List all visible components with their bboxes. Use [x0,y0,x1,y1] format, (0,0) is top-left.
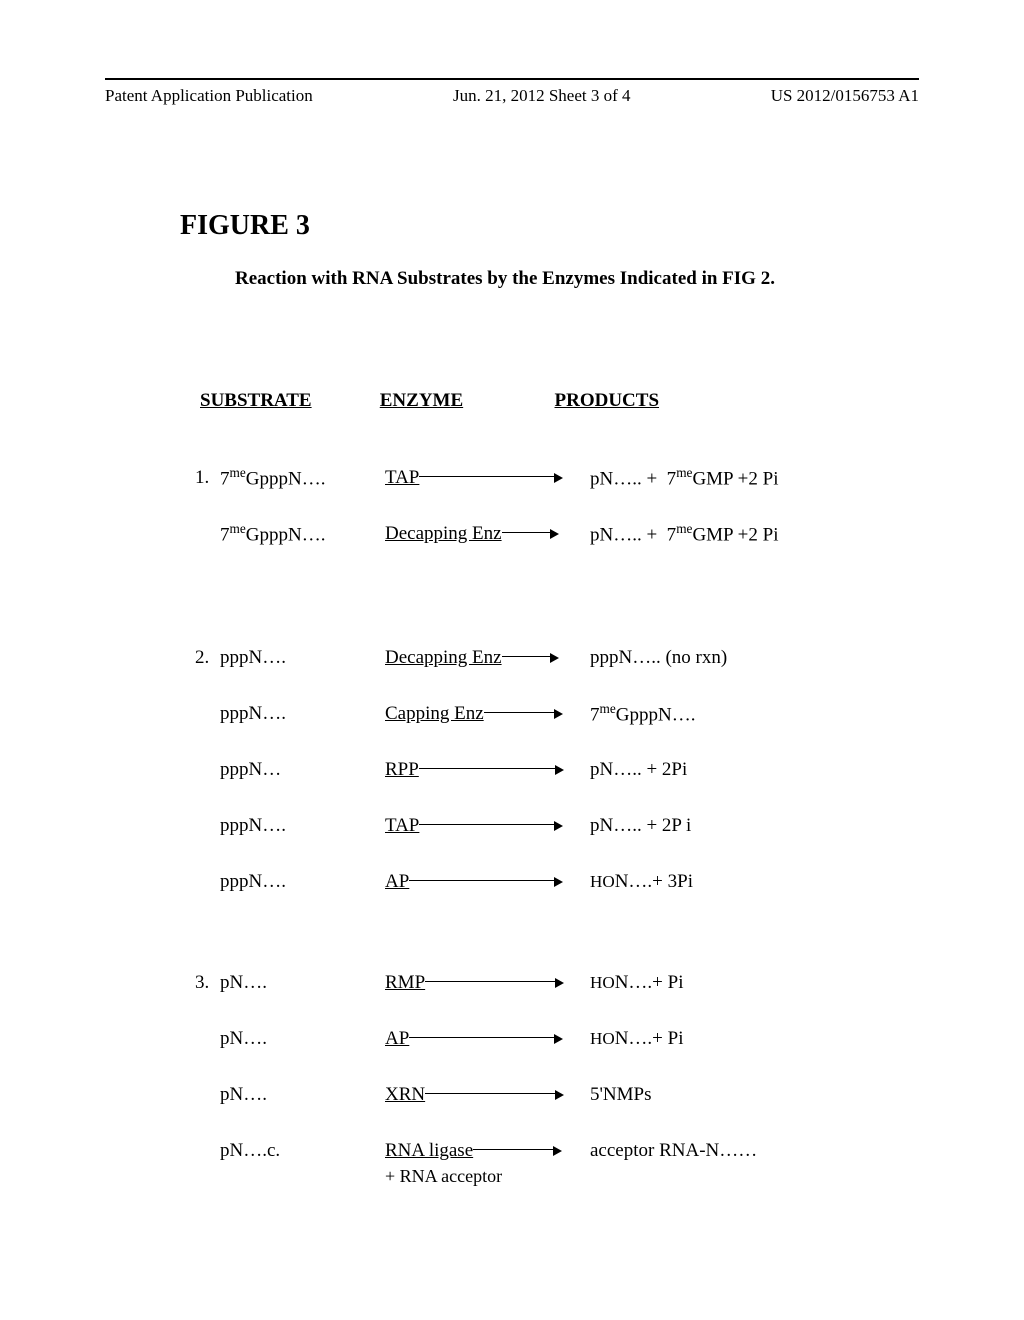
substrate: pN….c. [220,1140,385,1162]
enzyme: AP [385,871,590,893]
enzyme-label: AP [385,1028,409,1050]
arrow-head-icon [554,1034,563,1044]
reaction-group-1: 1. 7meGpppN…. TAP pN….. + 7meGMP +2 Pi 7… [195,450,778,562]
substrate: 7meGpppN…. [220,465,385,490]
header-left: Patent Application Publication [105,86,313,106]
enzyme-label: RPP [385,759,419,781]
product: HON….+ 3Pi [590,871,693,893]
product: pN….. + 2Pi [590,759,687,781]
enzyme: AP [385,1028,590,1050]
enzyme-label: TAP [385,467,419,489]
arrow-line [409,1037,554,1038]
reaction-row: pN….c. RNA ligase + RNA acceptor accepto… [195,1123,757,1179]
arrow-line [502,532,550,533]
product: 5'NMPs [590,1084,652,1106]
reaction-row: pN…. AP HON….+ Pi [195,1011,757,1067]
arrow-head-icon [555,765,564,775]
enzyme: RNA ligase + RNA acceptor [385,1140,590,1162]
arrow-head-icon [553,1146,562,1156]
arrow-head-icon [555,978,564,988]
header-center: Jun. 21, 2012 Sheet 3 of 4 [453,86,631,106]
arrow-line [409,880,554,881]
figure-title: FIGURE 3 [180,210,310,242]
substrate: pN…. [220,1084,385,1106]
reaction-row: pN…. XRN 5'NMPs [195,1067,757,1123]
arrow-line [425,1093,555,1094]
enzyme-label: AP [385,871,409,893]
column-headers: SUBSTRATE ENZYME PRODUCTS [200,390,659,412]
substrate: pppN…. [220,871,385,893]
enzyme: Capping Enz [385,703,590,725]
enzyme-label: XRN [385,1084,425,1106]
arrow-line [419,476,554,477]
header-substrate: SUBSTRATE [200,390,375,412]
arrow-line [419,768,555,769]
reaction-row: 3. pN…. RMP HON….+ Pi [195,955,757,1011]
header-right: US 2012/0156753 A1 [771,86,919,106]
row-number: 2. [195,647,220,669]
product: pppN….. (no rxn) [590,647,727,669]
reaction-row: pppN…. Capping Enz 7meGpppN…. [195,686,727,742]
enzyme-label: Decapping Enz [385,523,502,545]
arrow-head-icon [554,473,563,483]
product: acceptor RNA-N…… [590,1140,757,1162]
substrate: pppN…. [220,815,385,837]
product: HON….+ Pi [590,972,684,994]
enzyme-label: Decapping Enz [385,647,502,669]
reaction-row: pppN…. TAP pN….. + 2P i [195,798,727,854]
substrate: pppN…. [220,703,385,725]
product: 7meGpppN…. [590,701,695,726]
reaction-row: 1. 7meGpppN…. TAP pN….. + 7meGMP +2 Pi [195,450,778,506]
reaction-group-3: 3. pN…. RMP HON….+ Pi pN…. AP HON….+ Pi … [195,955,757,1179]
reaction-row: 7meGpppN…. Decapping Enz pN….. + 7meGMP … [195,506,778,562]
product: pN….. + 2P i [590,815,691,837]
substrate: pN…. [220,1028,385,1050]
arrow-line [425,981,555,982]
enzyme: RPP [385,759,590,781]
header-enzyme: ENZYME [380,390,550,412]
enzyme: RMP [385,972,590,994]
enzyme: TAP [385,815,590,837]
arrow-head-icon [554,709,563,719]
reaction-row: pppN… RPP pN….. + 2Pi [195,742,727,798]
header-products: PRODUCTS [555,390,660,412]
substrate: pN…. [220,972,385,994]
product: HON….+ Pi [590,1028,684,1050]
enzyme-label: RNA ligase [385,1140,473,1162]
enzyme: XRN [385,1084,590,1106]
row-number: 1. [195,467,220,489]
arrow-head-icon [554,877,563,887]
enzyme: TAP [385,467,590,489]
substrate: pppN…. [220,647,385,669]
substrate: pppN… [220,759,385,781]
arrow-line [473,1149,553,1150]
arrow-line [484,712,554,713]
arrow-head-icon [550,529,559,539]
enzyme: Decapping Enz [385,647,590,669]
enzyme-label: RMP [385,972,425,994]
enzyme: Decapping Enz [385,523,590,545]
product: pN….. + 7meGMP +2 Pi [590,521,778,546]
arrow-head-icon [550,653,559,663]
substrate: 7meGpppN…. [220,521,385,546]
reaction-group-2: 2. pppN…. Decapping Enz pppN….. (no rxn)… [195,630,727,910]
figure-subtitle: Reaction with RNA Substrates by the Enzy… [235,268,775,290]
arrow-line [502,656,550,657]
product: pN….. + 7meGMP +2 Pi [590,465,778,490]
reaction-row: 2. pppN…. Decapping Enz pppN….. (no rxn) [195,630,727,686]
arrow-line [419,824,554,825]
enzyme-sublabel: + RNA acceptor [385,1166,502,1187]
arrow-head-icon [554,821,563,831]
enzyme-label: TAP [385,815,419,837]
enzyme-label: Capping Enz [385,703,484,725]
reaction-row: pppN…. AP HON….+ 3Pi [195,854,727,910]
page-header: Patent Application Publication Jun. 21, … [105,78,919,106]
row-number: 3. [195,972,220,994]
arrow-head-icon [555,1090,564,1100]
